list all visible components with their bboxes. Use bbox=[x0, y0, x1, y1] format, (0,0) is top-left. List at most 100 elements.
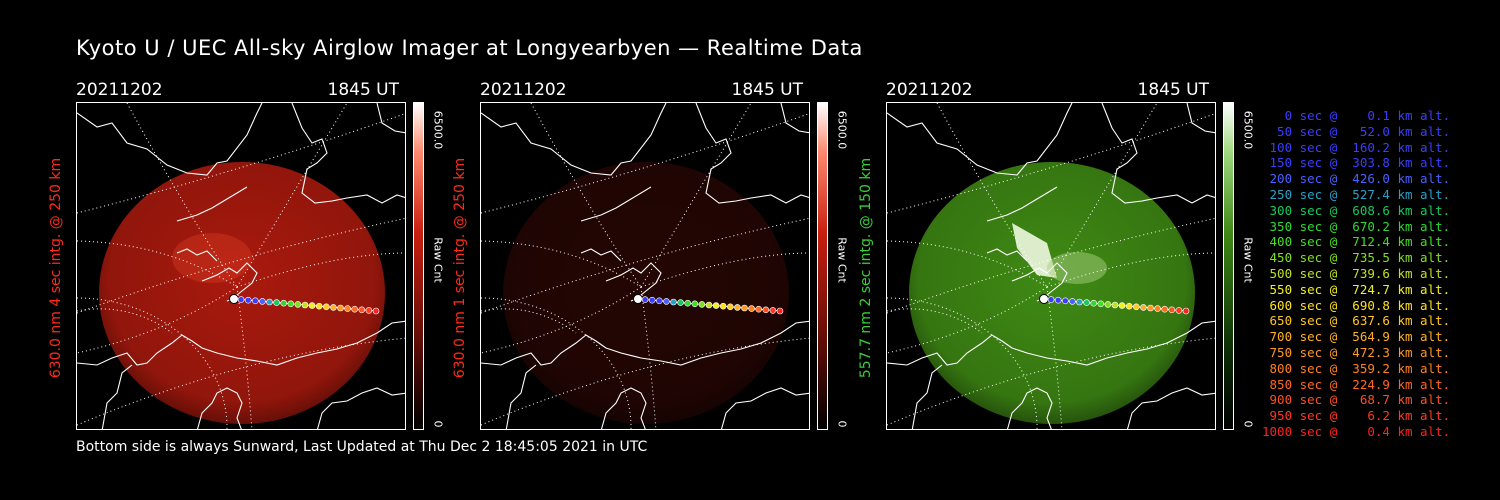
colorbar bbox=[413, 102, 424, 430]
legend-entry: 700 sec @ 564.9 km alt. bbox=[1262, 329, 1451, 345]
trajectory-point bbox=[308, 302, 316, 309]
sky-disk bbox=[909, 162, 1195, 424]
trajectory-legend: 0 sec @ 0.1 km alt. 50 sec @ 52.0 km alt… bbox=[1262, 108, 1451, 440]
trajectory-point bbox=[755, 305, 763, 313]
coastline bbox=[1186, 103, 1215, 134]
trajectory-point bbox=[776, 307, 784, 315]
wavelength-label: 557.7 nm 2 sec intg. @ 150 km bbox=[858, 157, 874, 379]
colorbar-min-label: 0 bbox=[835, 420, 849, 428]
colorbar-max-label: 6500.0 bbox=[1241, 110, 1255, 150]
trajectory-point bbox=[1104, 301, 1112, 308]
coastline bbox=[887, 320, 1215, 366]
aurora-arc bbox=[1012, 223, 1057, 278]
imager-panel-3: 20211202 1845 UT 557.7 nm 2 sec intg. @ … bbox=[858, 80, 1255, 430]
trajectory-point bbox=[1090, 299, 1097, 307]
trajectory-point bbox=[330, 304, 337, 311]
trajectory-point bbox=[287, 300, 295, 308]
trajectory-point bbox=[259, 298, 266, 305]
coastline bbox=[1126, 387, 1215, 429]
coastline bbox=[196, 387, 243, 429]
coastline bbox=[580, 186, 652, 222]
coastline bbox=[780, 103, 809, 134]
coastline bbox=[481, 320, 809, 366]
allsky-image bbox=[480, 102, 810, 430]
grid-line bbox=[640, 252, 809, 288]
trajectory-point bbox=[1133, 303, 1140, 311]
trajectory-point bbox=[1054, 296, 1062, 304]
grid-line bbox=[481, 240, 642, 288]
grid-line bbox=[887, 240, 1048, 288]
legend-entry: 250 sec @ 527.4 km alt. bbox=[1262, 186, 1451, 202]
grid-line bbox=[481, 113, 809, 214]
grid-line bbox=[77, 297, 228, 429]
trajectory-point bbox=[670, 298, 677, 306]
trajectory-point bbox=[344, 305, 351, 312]
trajectory-point bbox=[1069, 298, 1076, 305]
trajectory-point bbox=[648, 296, 656, 304]
legend-entry: 100 sec @ 160.2 km alt. bbox=[1262, 139, 1451, 155]
coastline bbox=[695, 103, 809, 204]
trajectory-point bbox=[684, 299, 691, 307]
grid-line bbox=[481, 297, 632, 429]
trajectory-point bbox=[734, 304, 741, 311]
wavelength-label: 630.0 nm 1 sec intg. @ 250 km bbox=[452, 157, 468, 379]
grid-line bbox=[887, 297, 1038, 429]
legend-entry: 150 sec @ 303.8 km alt. bbox=[1262, 155, 1451, 171]
trajectory-point bbox=[641, 296, 649, 303]
trajectory-point bbox=[294, 301, 302, 308]
trajectory-point bbox=[315, 302, 323, 310]
panel-time: 1845 UT bbox=[327, 80, 400, 100]
trajectory-point bbox=[656, 297, 663, 305]
trajectory-point bbox=[301, 301, 309, 309]
grid-line bbox=[1046, 252, 1215, 288]
trajectory-point bbox=[365, 307, 373, 314]
colorbar-min-label: 0 bbox=[1241, 420, 1255, 428]
grid-line bbox=[236, 252, 405, 288]
trajectory-point bbox=[1118, 302, 1126, 309]
trajectory-point bbox=[677, 299, 684, 306]
coastline bbox=[600, 387, 647, 429]
coastline bbox=[376, 103, 405, 134]
trajectory-point bbox=[1097, 300, 1105, 308]
panel-date: 20211202 bbox=[886, 80, 973, 100]
sky-disk bbox=[99, 162, 385, 424]
trajectory-point bbox=[252, 297, 259, 305]
launch-site-marker bbox=[633, 294, 643, 304]
sky-disk bbox=[503, 162, 789, 424]
grid-line bbox=[936, 103, 1048, 288]
coastline bbox=[481, 103, 667, 176]
colorbar-min-label: 0 bbox=[431, 420, 445, 428]
aurora-glow bbox=[1047, 252, 1107, 284]
legend-entry: 300 sec @ 608.6 km alt. bbox=[1262, 202, 1451, 218]
colorbar bbox=[817, 102, 828, 430]
trajectory-point bbox=[748, 305, 755, 312]
trajectory-point bbox=[1175, 307, 1183, 314]
legend-entry: 1000 sec @ 0.4 km alt. bbox=[1262, 423, 1451, 439]
allsky-image bbox=[886, 102, 1216, 430]
trajectory-point bbox=[1062, 297, 1069, 305]
colorbar-unit-label: Raw Cnt bbox=[835, 237, 849, 283]
trajectory-point bbox=[358, 306, 366, 314]
legend-entry: 50 sec @ 52.0 km alt. bbox=[1262, 123, 1451, 139]
trajectory-point bbox=[273, 299, 280, 306]
legend-entry: 550 sec @ 724.7 km alt. bbox=[1262, 281, 1451, 297]
coastline bbox=[77, 320, 405, 366]
trajectory-point bbox=[1168, 306, 1176, 314]
aurora-glow bbox=[172, 233, 252, 283]
grid-line bbox=[887, 113, 1215, 214]
page-title: Kyoto U / UEC All-sky Airglow Imager at … bbox=[76, 36, 863, 60]
legend-entry: 800 sec @ 359.2 km alt. bbox=[1262, 360, 1451, 376]
trajectory-point bbox=[663, 298, 670, 305]
coastline bbox=[77, 103, 263, 176]
trajectory-point bbox=[372, 307, 380, 315]
grid-line bbox=[887, 337, 1215, 426]
trajectory-point bbox=[762, 306, 770, 314]
colorbar bbox=[1223, 102, 1234, 430]
panel-date: 20211202 bbox=[480, 80, 567, 100]
footer-status: Bottom side is always Sunward, Last Upda… bbox=[76, 439, 648, 455]
grid-line bbox=[236, 286, 253, 429]
legend-entry: 750 sec @ 472.3 km alt. bbox=[1262, 344, 1451, 360]
panel-date: 20211202 bbox=[76, 80, 163, 100]
trajectory-point bbox=[719, 302, 727, 310]
trajectory-point bbox=[705, 301, 713, 309]
